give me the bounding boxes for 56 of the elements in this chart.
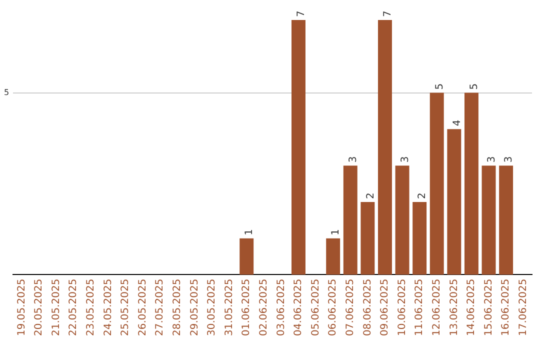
x-tick-label: 16.06.2025 [500,278,512,336]
x-tick-label: 23.05.2025 [86,278,97,336]
data-label: 2 [365,192,376,199]
bar [378,20,392,275]
x-tick-label: 24.05.2025 [102,278,114,336]
bar [240,238,254,275]
data-label: 7 [382,10,394,17]
data-label: 4 [452,120,463,126]
data-label: 1 [330,228,342,236]
x-tick-label: 02.06.2025 [258,278,270,336]
data-label: 1 [244,228,256,236]
x-tick-label: 22.05.2025 [68,278,80,336]
x-tick-label: 25.05.2025 [120,278,132,336]
bar [326,238,340,275]
data-label: 5 [434,83,446,90]
bar [292,20,306,275]
x-tick-label: 27.05.2025 [154,278,166,336]
x-tick-label: 06.06.2025 [328,278,339,336]
x-tick-label: 13.06.2025 [448,278,460,336]
x-tick-label: 01.06.2025 [241,278,252,336]
x-tick-label: 03.06.2025 [276,278,287,336]
x-tick-label: 21.05.2025 [50,278,62,336]
x-tick-label: 30.05.2025 [206,278,218,336]
x-tick-label: 17.06.2025 [518,278,529,336]
data-label: 3 [486,156,498,163]
data-label: 3 [504,156,515,163]
x-tick-label: 05.06.2025 [310,278,322,336]
x-tick-label: 14.06.2025 [466,278,478,336]
bar [360,202,375,275]
bar [464,92,478,275]
x-tick-label: 26.05.2025 [137,278,148,336]
x-tick-label: 19.05.2025 [16,278,28,336]
x-tick-label: 28.05.2025 [172,278,184,336]
x-tick-label: 11.06.2025 [414,278,426,336]
x-tick-label: 10.06.2025 [396,278,408,336]
x-tick-label: 04.06.2025 [293,278,304,336]
bar [482,166,496,275]
x-tick-label: 12.06.2025 [431,278,442,336]
x-tick-label: 29.05.2025 [189,278,200,336]
bar [499,166,514,275]
x-tick-label: 20.05.2025 [34,278,45,336]
data-label: 3 [400,156,411,163]
x-tick-label: 08.06.2025 [362,278,374,336]
x-tick-label: 09.06.2025 [380,278,391,336]
x-tick-label: 07.06.2025 [344,278,356,336]
bar [395,166,410,275]
x-tick-label: 31.05.2025 [224,278,235,336]
data-label: 5 [469,83,480,90]
data-label: 3 [348,156,359,163]
bar [343,166,358,275]
data-label: 7 [296,10,308,17]
bar [447,129,462,275]
bar [430,92,444,275]
data-label: 2 [417,192,428,199]
x-tick-label: 15.06.2025 [483,278,494,336]
bar [412,202,427,275]
